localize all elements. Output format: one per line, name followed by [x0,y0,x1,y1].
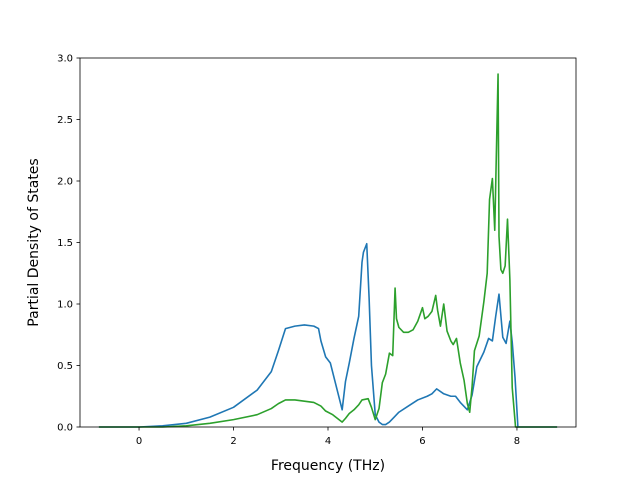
series-line-1 [98,242,558,428]
y-tick-label: 3.0 [57,54,73,65]
y-axis-label: Partial Density of States [26,158,42,326]
y-tick-label: 0.5 [57,361,73,372]
series-line-2 [98,73,558,428]
y-tick-label: 1.0 [57,300,73,311]
y-tick-label: 0.0 [57,423,73,434]
y-tick-label: 2.0 [57,177,73,188]
x-tick-label: 2 [230,436,236,447]
x-tick-label: 4 [325,436,331,447]
x-axis-label: Frequency (THz) [271,458,385,474]
x-tick-label: 6 [419,436,425,447]
x-tick-label: 8 [514,436,520,447]
ticks-layer: 0 2 4 6 8 0.0 0.5 1.0 1.5 2.0 2.5 3.0 [57,54,520,448]
y-tick-label: 1.5 [57,238,73,249]
y-tick-label: 2.5 [57,115,73,126]
series-layer [98,73,558,428]
x-tick-label: 0 [136,436,142,447]
